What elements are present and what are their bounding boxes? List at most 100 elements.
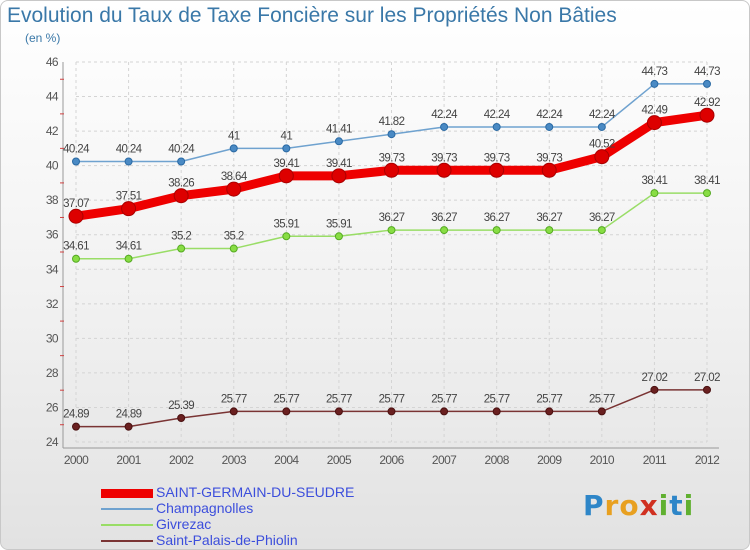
data-point-champagnolles [229, 144, 238, 153]
data-label-givrezac: 36.27 [379, 212, 405, 224]
data-label-givrezac: 36.27 [536, 212, 562, 224]
legend-swatch-saint-germain [101, 489, 153, 498]
data-label-givrezac: 38.41 [642, 175, 668, 187]
data-point-champagnolles [597, 122, 606, 131]
data-label-saint-germain: 42.92 [694, 97, 720, 109]
data-label-saint-germain: 38.26 [168, 178, 194, 190]
x-tick-label-2000: 2000 [64, 453, 89, 467]
y-tick-label-24: 24 [46, 435, 59, 449]
data-point-givrezac [440, 226, 449, 235]
data-label-givrezac: 34.61 [63, 241, 89, 253]
data-point-saint-germain [278, 168, 294, 184]
data-point-givrezac [650, 189, 659, 198]
data-point-givrezac [597, 226, 606, 235]
data-label-givrezac: 35.91 [326, 218, 352, 230]
data-label-saint-palais: 25.39 [168, 400, 194, 412]
data-label-saint-germain: 39.41 [326, 158, 352, 170]
data-label-saint-germain: 39.73 [484, 152, 510, 164]
data-point-champagnolles [545, 122, 554, 131]
data-label-givrezac: 36.27 [431, 212, 457, 224]
data-label-saint-germain: 39.73 [379, 152, 405, 164]
y-tick-label-30: 30 [46, 331, 59, 345]
data-point-saint-germain [594, 149, 610, 165]
x-tick-label-2001: 2001 [116, 453, 141, 467]
legend-label-saint-germain: SAINT-GERMAIN-DU-SEUDRE [156, 484, 355, 500]
data-point-saint-palais [334, 407, 343, 416]
data-point-givrezac [124, 254, 133, 263]
data-label-champagnolles: 42.24 [431, 109, 458, 121]
data-point-givrezac [387, 226, 396, 235]
data-point-saint-palais [545, 407, 554, 416]
data-label-champagnolles: 40.24 [168, 143, 195, 155]
data-point-champagnolles [387, 130, 396, 139]
data-label-saint-palais: 24.89 [116, 409, 142, 421]
data-label-saint-germain: 38.64 [221, 171, 248, 183]
data-point-champagnolles [72, 157, 80, 166]
data-point-saint-germain [226, 181, 242, 197]
data-label-champagnolles: 41 [281, 130, 293, 142]
data-label-champagnolles: 41.41 [326, 123, 352, 135]
legend-label-givrezac: Givrezac [156, 516, 212, 532]
data-point-saint-germain [331, 168, 347, 184]
data-label-saint-palais: 25.77 [484, 393, 510, 405]
data-point-saint-germain [68, 208, 84, 224]
data-label-saint-palais: 25.77 [431, 393, 457, 405]
y-tick-label-28: 28 [46, 366, 59, 380]
data-point-givrezac [545, 226, 554, 235]
data-label-saint-germain: 39.73 [431, 152, 457, 164]
x-tick-label-2011: 2011 [643, 453, 667, 467]
y-tick-label-42: 42 [46, 124, 59, 138]
data-point-champagnolles [124, 157, 133, 166]
data-label-givrezac: 35.91 [273, 218, 299, 230]
data-point-champagnolles [282, 144, 291, 153]
x-tick-label-2004: 2004 [274, 453, 299, 467]
data-label-saint-palais: 25.77 [221, 393, 247, 405]
data-label-saint-palais: 24.89 [63, 409, 89, 421]
x-tick-label-2009: 2009 [537, 453, 562, 467]
data-point-saint-palais [492, 407, 501, 416]
data-label-saint-palais: 25.77 [379, 393, 405, 405]
x-tick-label-2007: 2007 [432, 453, 457, 467]
data-label-champagnolles: 42.24 [589, 109, 616, 121]
data-point-champagnolles [650, 79, 659, 88]
data-point-givrezac [282, 232, 291, 241]
data-point-givrezac [229, 244, 238, 253]
data-label-saint-palais: 25.77 [273, 393, 299, 405]
data-label-saint-palais: 27.02 [642, 372, 668, 384]
data-label-saint-germain: 42.49 [642, 105, 668, 117]
data-point-champagnolles [492, 122, 501, 131]
data-label-saint-palais: 25.77 [326, 393, 352, 405]
x-tick-label-2005: 2005 [327, 453, 352, 467]
data-point-champagnolles [334, 137, 343, 146]
data-label-champagnolles: 44.73 [642, 66, 668, 78]
legend-swatch-champagnolles [101, 508, 153, 510]
data-label-saint-germain: 39.73 [536, 152, 562, 164]
data-point-saint-germain [699, 107, 715, 123]
data-label-champagnolles: 40.24 [63, 143, 90, 155]
data-point-givrezac [492, 226, 501, 235]
x-tick-label-2003: 2003 [222, 453, 247, 467]
chart-title: Evolution du Taux de Taxe Foncière sur l… [7, 4, 617, 27]
data-point-saint-palais [124, 422, 133, 431]
x-tick-label-2002: 2002 [169, 453, 194, 467]
y-tick-label-44: 44 [46, 90, 59, 104]
data-label-saint-germain: 37.07 [63, 198, 89, 210]
data-point-champagnolles [703, 79, 711, 88]
data-label-givrezac: 36.27 [484, 212, 510, 224]
data-point-saint-germain [384, 162, 399, 178]
data-label-saint-germain: 39.41 [273, 158, 299, 170]
y-tick-label-38: 38 [46, 193, 59, 207]
x-tick-label-2010: 2010 [590, 453, 615, 467]
legend-swatch-givrezac [101, 524, 153, 526]
data-label-saint-germain: 40.52 [589, 139, 615, 151]
x-tick-label-2008: 2008 [485, 453, 510, 467]
legend-label-champagnolles: Champagnolles [156, 500, 254, 516]
y-tick-label-46: 46 [46, 55, 59, 69]
y-tick-label-36: 36 [46, 228, 59, 242]
data-point-champagnolles [177, 157, 186, 166]
legend-swatch-saint-palais [101, 540, 153, 542]
x-tick-label-2006: 2006 [379, 453, 404, 467]
unit-label: (en %) [25, 31, 61, 45]
